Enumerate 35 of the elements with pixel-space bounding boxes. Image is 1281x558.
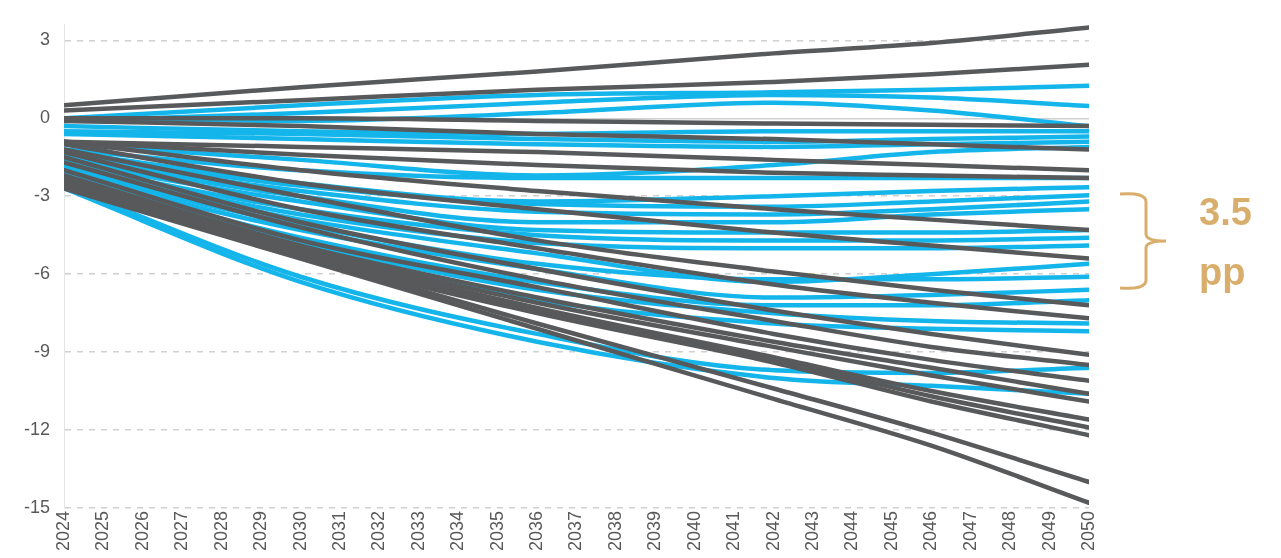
x-tick-label: 2032	[368, 510, 389, 551]
x-tick-label: 2047	[959, 510, 980, 551]
x-tick-label: 2024	[52, 510, 73, 551]
y-tick-label: -15	[24, 496, 51, 517]
x-tick-label: 2042	[762, 510, 783, 551]
x-tick-label: 2037	[565, 510, 586, 551]
x-tick-label: 2034	[447, 510, 468, 551]
x-tick-label: 2025	[92, 510, 113, 551]
y-tick-label: -12	[24, 419, 51, 439]
x-tick-label: 2030	[289, 510, 310, 551]
x-tick-label: 2040	[683, 510, 704, 551]
x-tick-label: 2029	[250, 510, 271, 551]
x-tick-label: 2044	[841, 510, 862, 551]
x-tick-label: 2045	[880, 510, 901, 551]
x-tick-label: 2039	[644, 510, 665, 551]
x-tick-label: 2036	[526, 510, 547, 551]
y-tick-label: 0	[40, 107, 51, 128]
x-tick-label: 2031	[328, 510, 349, 551]
y-tick-label: -9	[34, 341, 51, 362]
x-tick-label: 2033	[407, 510, 428, 551]
x-tick-label: 2046	[920, 510, 941, 551]
x-tick-label: 2027	[171, 510, 192, 551]
x-tick-label: 2028	[210, 510, 231, 551]
x-tick-label: 2038	[604, 510, 625, 551]
x-tick-label: 2026	[131, 510, 152, 551]
x-tick-label: 2043	[802, 510, 823, 551]
x-tick-label: 2048	[999, 510, 1020, 551]
y-tick-label: -6	[34, 263, 51, 284]
y-tick-label: 3	[40, 29, 51, 50]
y-tick-label: -3	[34, 185, 51, 206]
x-tick-label: 2041	[723, 510, 744, 551]
x-tick-label: 2049	[1038, 510, 1059, 551]
x-tick-label: 2035	[486, 510, 507, 551]
x-tick-label: 2050	[1077, 510, 1098, 551]
text: 3.5 pp	[1199, 191, 1252, 294]
